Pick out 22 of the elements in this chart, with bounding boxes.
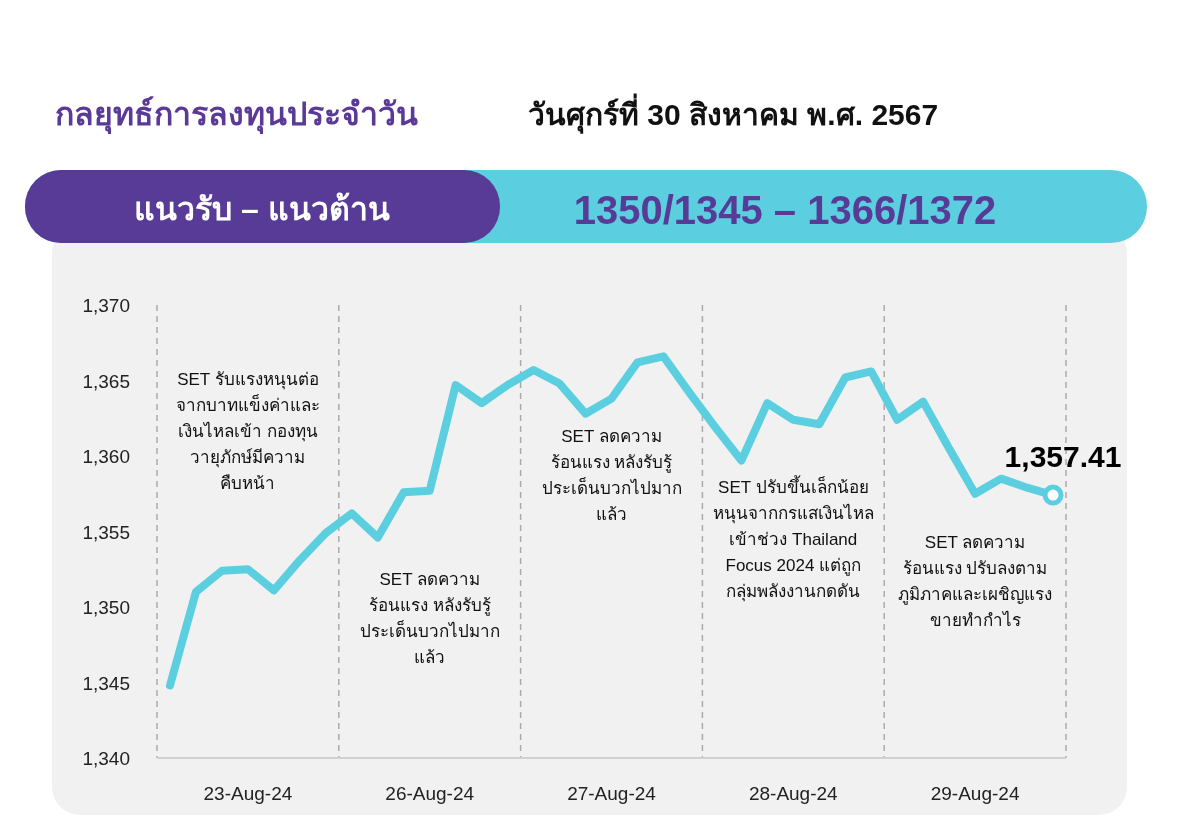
x-tick-label: 23-Aug-24 xyxy=(203,783,293,804)
y-tick-label: 1,370 xyxy=(82,295,130,316)
annotation: SET ปรับขึ้นเล็กน้อย หนุนจากกรแสเงินไหล เข้าช่วง Thailand Focus 2024 แต่ถูก กลุ่มพลังงานกดดัน xyxy=(712,475,874,602)
y-tick-label: 1,345 xyxy=(82,672,130,694)
annotation: SET ลดความ ร้อนแรง หลังรับรู้ ประเด็นบวกไปมาก แล้ว xyxy=(359,570,500,667)
x-tick-label: 29-Aug-24 xyxy=(930,783,1020,804)
data-label: 1,357.41 xyxy=(1004,440,1122,474)
chart-title: กลยุทธ์การลงทุนประจำวัน xyxy=(55,96,418,135)
chart-subtitle: วันศุกร์ที่ 30 สิงหาคม พ.ศ. 2567 xyxy=(528,93,939,134)
y-tick-label: 1,355 xyxy=(82,521,130,543)
annotation: SET ลดความ ร้อนแรง หลังรับรู้ ประเด็นบวกไปมาก แล้ว xyxy=(541,427,682,524)
y-tick-label: 1,360 xyxy=(82,446,130,467)
y-tick-label: 1,350 xyxy=(82,597,130,618)
x-tick-label: 26-Aug-24 xyxy=(385,783,475,804)
x-tick-label: 28-Aug-24 xyxy=(748,783,839,804)
y-tick-label: 1,365 xyxy=(82,370,130,392)
text: แนวรับ – แนวต้าน xyxy=(134,191,390,227)
annotation: SET รับแรงหนุนต่อ จากบาทแข็งค่าและ เงินไหลเข้า กองทุน วายุภักษ์มีความ คืบหน้า xyxy=(175,370,320,493)
y-tick-label: 1,340 xyxy=(82,748,130,769)
text: 1350/1345 – 1366/1372 xyxy=(573,188,997,232)
annotation: SET ลดความ ร้อนแรง ปรับลงตาม ภูมิภาคและเผชิญแรง ขายทำกำไร xyxy=(898,533,1053,630)
x-tick-label: 27-Aug-24 xyxy=(567,783,657,804)
